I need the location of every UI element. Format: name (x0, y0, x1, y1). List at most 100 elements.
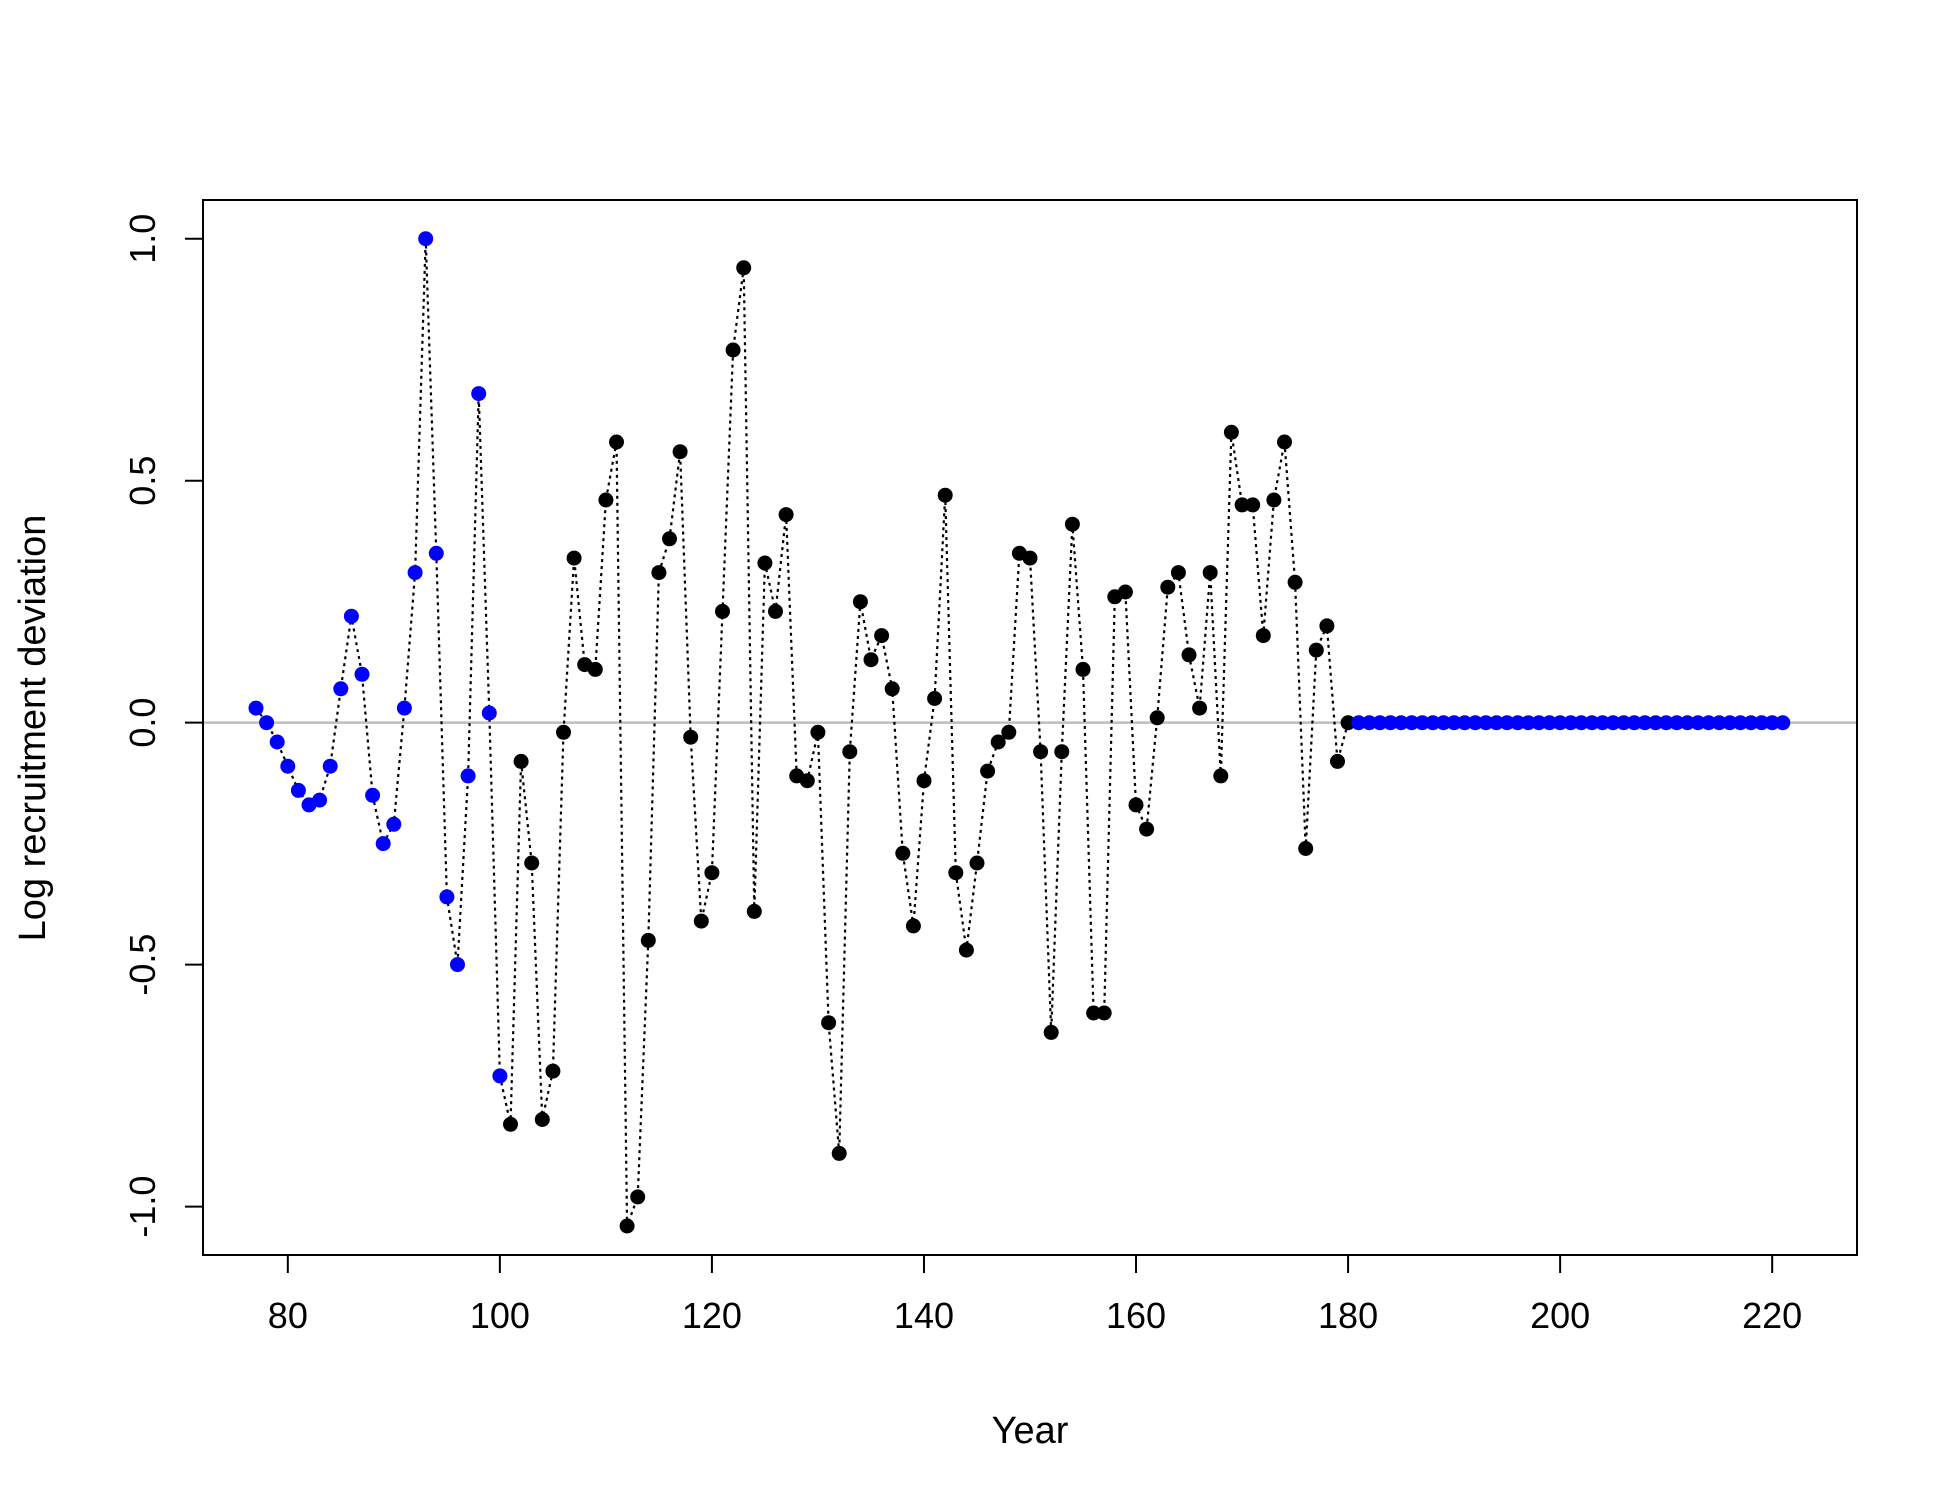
data-point (290, 782, 306, 798)
data-point (269, 734, 285, 750)
data-point (1054, 744, 1070, 760)
x-tick-label: 120 (682, 1295, 742, 1336)
data-point (587, 661, 603, 677)
data-point (1234, 497, 1250, 513)
data-point (1754, 715, 1770, 731)
data-point (842, 744, 858, 760)
data-point (1669, 715, 1685, 731)
x-tick-label: 200 (1530, 1295, 1590, 1336)
data-point (778, 507, 794, 523)
data-point (460, 768, 476, 784)
data-point (1298, 841, 1314, 856)
data-point (1436, 715, 1451, 731)
data-point (1033, 744, 1049, 760)
x-tick-label: 160 (1106, 1295, 1166, 1336)
data-point-layer (248, 231, 1791, 1234)
data-point (1245, 497, 1261, 513)
data-point (556, 724, 571, 740)
data-point (948, 865, 964, 881)
data-point (927, 691, 943, 706)
data-point (884, 681, 900, 697)
data-point (662, 531, 677, 547)
x-tick-label: 100 (470, 1295, 530, 1336)
data-point (428, 545, 444, 561)
data-point (1690, 715, 1706, 731)
data-point (1160, 579, 1176, 595)
data-point (1658, 715, 1674, 731)
x-tick-label: 180 (1318, 1295, 1378, 1336)
x-tick-label: 140 (894, 1295, 954, 1336)
data-point (524, 855, 540, 871)
data-point (418, 231, 434, 247)
data-point (354, 666, 370, 682)
data-point (725, 342, 741, 358)
x-tick-label: 80 (268, 1295, 308, 1336)
data-point (1181, 647, 1197, 663)
data-point (322, 758, 338, 774)
data-point (1722, 715, 1738, 731)
data-point (1648, 715, 1664, 731)
y-axis: -1.0 -0.5 0.0 0.5 1.0 (122, 214, 204, 1238)
data-point (1457, 715, 1473, 731)
data-point (1616, 715, 1632, 731)
data-point (1064, 516, 1080, 532)
data-point (259, 715, 275, 731)
data-point (503, 1116, 518, 1132)
data-point (1711, 715, 1727, 731)
data-point (1213, 768, 1229, 784)
data-point (375, 836, 391, 852)
data-point (958, 942, 974, 958)
data-point (799, 773, 815, 789)
data-point (1255, 628, 1271, 644)
data-point (1149, 710, 1165, 726)
data-point (1192, 700, 1208, 716)
data-point (1372, 715, 1388, 731)
data-point (1340, 715, 1356, 731)
data-point (1732, 715, 1748, 731)
data-point (1584, 715, 1600, 731)
data-point (365, 787, 381, 803)
data-point (746, 903, 762, 919)
y-axis-title: Log recruitment deviation (12, 515, 54, 942)
x-axis: 80 100 120 140 160 180 200 220 (268, 1254, 1802, 1336)
data-point (333, 681, 349, 697)
data-point (736, 260, 752, 276)
data-point (1404, 715, 1420, 731)
data-point (312, 792, 328, 808)
data-point (672, 444, 688, 460)
data-point (1679, 715, 1695, 731)
y-tick-label: -1.0 (122, 1176, 163, 1238)
data-point (386, 816, 402, 832)
data-point (693, 913, 709, 929)
data-point (1605, 715, 1621, 731)
data-point (683, 729, 699, 745)
data-point (1743, 715, 1759, 731)
data-point (704, 865, 720, 881)
data-point (1001, 724, 1017, 740)
data-point (916, 773, 932, 789)
data-point (1361, 715, 1377, 731)
data-point (1170, 565, 1186, 581)
x-tick-label: 220 (1742, 1295, 1802, 1336)
y-tick-label: 0.5 (122, 456, 163, 506)
data-point (1393, 715, 1409, 731)
data-point (1043, 1024, 1059, 1040)
data-point (566, 550, 582, 566)
data-point (1425, 715, 1441, 731)
x-axis-title: Year (992, 1410, 1069, 1452)
data-point (969, 855, 985, 871)
data-point (1573, 715, 1589, 731)
data-point (980, 763, 996, 779)
data-point (471, 386, 487, 402)
data-point (513, 753, 529, 769)
data-point (715, 603, 730, 619)
data-point (1202, 565, 1218, 581)
data-point (1595, 715, 1610, 731)
data-point (1520, 715, 1536, 731)
data-point (1489, 715, 1504, 731)
data-point (248, 700, 264, 716)
data-point (1775, 715, 1791, 731)
data-point (651, 565, 667, 581)
data-point (1287, 574, 1303, 590)
